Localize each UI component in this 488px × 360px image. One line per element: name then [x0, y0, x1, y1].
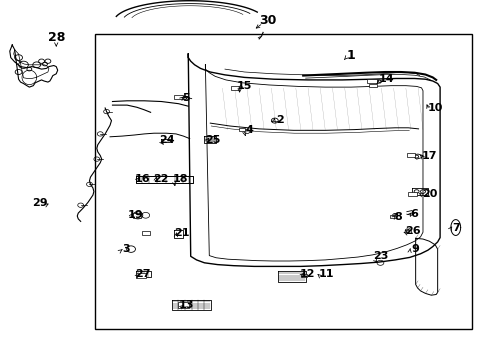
Text: 28: 28 — [47, 31, 65, 44]
Text: 8: 8 — [394, 212, 402, 222]
Text: 1: 1 — [346, 49, 355, 62]
Bar — [368, 84, 376, 87]
Bar — [406, 153, 414, 157]
Text: 22: 22 — [153, 174, 169, 184]
Text: 6: 6 — [410, 209, 418, 219]
Text: 15: 15 — [236, 81, 252, 91]
Text: 2: 2 — [275, 114, 283, 125]
Text: 30: 30 — [259, 14, 276, 27]
Text: 26: 26 — [405, 226, 420, 236]
Bar — [407, 192, 416, 196]
Text: 27: 27 — [135, 269, 150, 279]
Text: 12: 12 — [299, 269, 314, 279]
Text: 16: 16 — [135, 174, 150, 184]
Text: 11: 11 — [318, 269, 334, 279]
Bar — [174, 95, 183, 99]
Text: 23: 23 — [372, 251, 387, 261]
Bar — [301, 274, 306, 277]
Text: 5: 5 — [182, 93, 189, 103]
Text: 7: 7 — [451, 222, 459, 233]
Text: 3: 3 — [122, 244, 130, 254]
Text: 25: 25 — [204, 135, 220, 145]
Text: 21: 21 — [174, 228, 189, 238]
Bar — [142, 231, 149, 235]
Text: 18: 18 — [172, 174, 187, 184]
Bar — [230, 86, 238, 90]
Text: 4: 4 — [245, 125, 253, 135]
Bar — [239, 128, 244, 131]
Bar — [366, 79, 376, 83]
Bar — [178, 302, 189, 308]
Bar — [389, 215, 395, 218]
Bar — [405, 230, 410, 233]
Text: 20: 20 — [421, 189, 436, 199]
Text: 24: 24 — [159, 135, 175, 145]
Bar — [136, 273, 145, 278]
Text: 29: 29 — [32, 198, 48, 208]
Text: 13: 13 — [179, 300, 194, 310]
Text: 10: 10 — [427, 103, 442, 113]
Text: 14: 14 — [378, 74, 393, 84]
Text: 19: 19 — [128, 210, 143, 220]
Bar — [132, 213, 141, 218]
Bar — [95, 34, 471, 329]
Text: 17: 17 — [421, 150, 436, 161]
Text: 9: 9 — [411, 244, 419, 254]
